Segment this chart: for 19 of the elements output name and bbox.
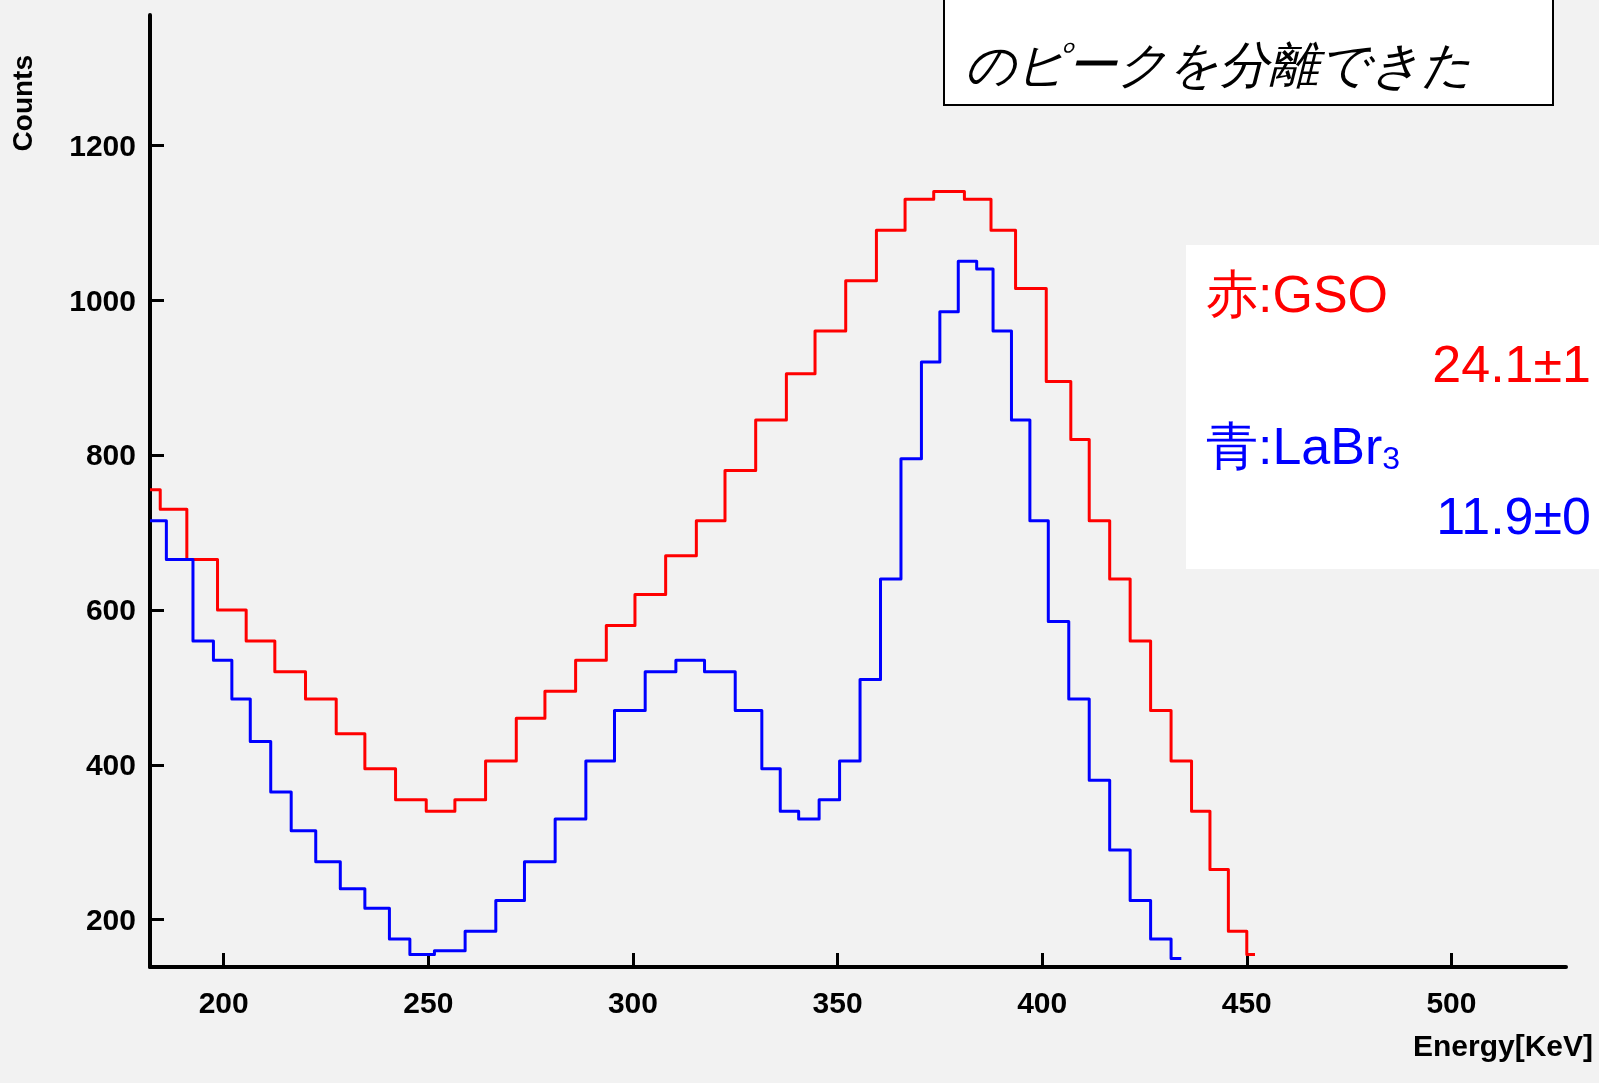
y-tick-label: 200 xyxy=(85,903,136,937)
x-tick-label: 400 xyxy=(1017,985,1068,1019)
y-tick-label: 1200 xyxy=(69,128,136,162)
x-axis-title: Energy[KeV] xyxy=(1412,1028,1593,1062)
text: 赤:GSO xyxy=(1206,265,1389,323)
annotation: 11.9±0 xyxy=(1436,487,1592,545)
y-tick-label: 800 xyxy=(85,438,136,472)
x-tick-label: 450 xyxy=(1221,985,1272,1019)
annotation: のピークを分離できた xyxy=(965,37,1472,93)
x-tick-label: 350 xyxy=(812,985,863,1019)
x-tick-label: 250 xyxy=(403,985,454,1019)
annotation: 24.1±1 xyxy=(1432,335,1592,393)
x-tick-label: 300 xyxy=(607,985,658,1019)
y-tick-label: 400 xyxy=(85,748,136,782)
x-tick-label: 500 xyxy=(1426,985,1477,1019)
y-axis-title: Counts xyxy=(6,54,38,152)
y-tick-label: 1000 xyxy=(69,283,136,317)
x-tick-label: 200 xyxy=(198,985,249,1019)
y-tick-label: 600 xyxy=(85,593,136,627)
